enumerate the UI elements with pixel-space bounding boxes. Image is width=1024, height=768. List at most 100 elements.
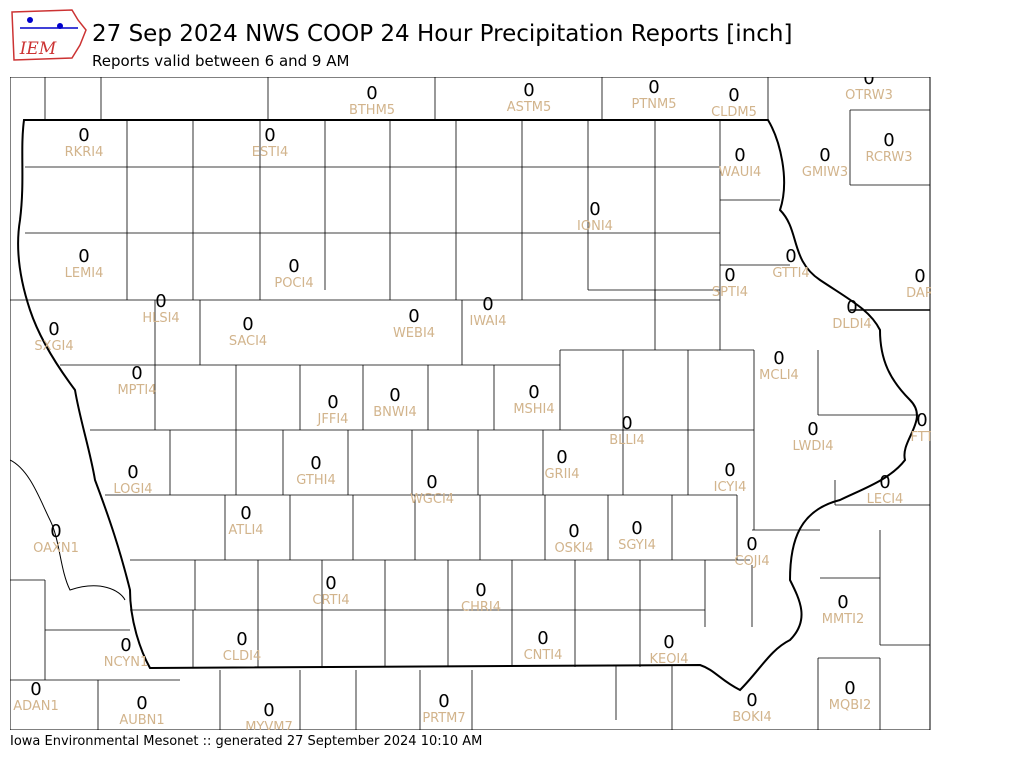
station-id: GRII4 xyxy=(544,467,579,482)
station-id: WAUI4 xyxy=(719,165,762,180)
station-value: 0 xyxy=(837,592,848,613)
station-value: 0 xyxy=(136,693,147,714)
station-id: GTTI4 xyxy=(772,266,809,281)
station-value: 0 xyxy=(438,691,449,712)
station-value: 0 xyxy=(523,80,534,101)
station-id: IONI4 xyxy=(577,219,613,234)
station-id: SACI4 xyxy=(229,334,267,349)
station-value: 0 xyxy=(863,68,874,89)
station-value: 0 xyxy=(325,573,336,594)
station-value: 0 xyxy=(728,85,739,106)
station-id: IWAI4 xyxy=(470,314,507,329)
station-id: LOGI4 xyxy=(113,482,152,497)
station-value: 0 xyxy=(621,413,632,434)
station-id: JFFI4 xyxy=(317,412,349,427)
station-id: CNTI4 xyxy=(524,648,563,663)
station-id: POCI4 xyxy=(274,276,313,291)
station-value: 0 xyxy=(426,472,437,493)
station-value: 0 xyxy=(366,83,377,104)
station-value: 0 xyxy=(734,145,745,166)
station-id: RKRI4 xyxy=(65,145,104,160)
station-value: 0 xyxy=(589,199,600,220)
station-value: 0 xyxy=(242,314,253,335)
station-id: PTNM5 xyxy=(632,97,677,112)
station-id: OTRW3 xyxy=(845,88,893,103)
station-id: MPTI4 xyxy=(117,383,156,398)
station-value: 0 xyxy=(120,635,131,656)
station-id: WGCI4 xyxy=(410,492,454,507)
station-value: 0 xyxy=(724,265,735,286)
station-id: KEOI4 xyxy=(649,652,688,667)
station-value: 0 xyxy=(50,521,61,542)
station-value: 0 xyxy=(916,410,927,431)
station-id: NCYN1 xyxy=(104,655,149,670)
station-id: MCLI4 xyxy=(759,368,799,383)
station-id: SPTI4 xyxy=(712,285,748,300)
station-value: 0 xyxy=(310,453,321,474)
station-id: OSKI4 xyxy=(554,541,593,556)
station-id: MQBI2 xyxy=(829,698,871,713)
station-value: 0 xyxy=(78,246,89,267)
station-value: 0 xyxy=(240,503,251,524)
county-lines xyxy=(10,77,930,730)
station-value: 0 xyxy=(408,306,419,327)
station-value: 0 xyxy=(746,690,757,711)
station-value: 0 xyxy=(327,392,338,413)
station-value: 0 xyxy=(819,145,830,166)
station-value: 0 xyxy=(846,297,857,318)
station-id: CRTI4 xyxy=(312,593,349,608)
station-id: ESTI4 xyxy=(252,145,289,160)
station-id: BNWI4 xyxy=(373,405,417,420)
station-id: COJI4 xyxy=(734,554,769,569)
station-id: MMTI2 xyxy=(822,612,864,627)
station-id: ADAN1 xyxy=(13,699,59,714)
station-value: 0 xyxy=(528,382,539,403)
station-value: 0 xyxy=(236,629,247,650)
station-id: PRTM7 xyxy=(422,711,465,726)
station-value: 0 xyxy=(883,130,894,151)
station-value: 0 xyxy=(879,472,890,493)
station-id: CLDM5 xyxy=(711,105,757,120)
station-id: BTHM5 xyxy=(349,103,395,118)
station-value: 0 xyxy=(264,125,275,146)
station-id: LECI4 xyxy=(867,492,904,507)
river xyxy=(10,459,126,601)
station-id: OAXN1 xyxy=(33,541,79,556)
station-id: BLLI4 xyxy=(609,433,645,448)
station-value: 0 xyxy=(648,77,659,98)
station-id: ICYI4 xyxy=(714,480,747,495)
station-id: SGYI4 xyxy=(618,538,656,553)
station-value: 0 xyxy=(844,678,855,699)
station-id: GTHI4 xyxy=(296,473,335,488)
station-value: 0 xyxy=(48,319,59,340)
station-id: HLSI4 xyxy=(142,311,179,326)
station-value: 0 xyxy=(78,125,89,146)
station-id: ATLI4 xyxy=(228,523,263,538)
state-border xyxy=(17,119,918,692)
station-id: CLDI4 xyxy=(223,649,261,664)
subtitle: Reports valid between 6 and 9 AM xyxy=(92,52,349,70)
station-value: 0 xyxy=(785,246,796,267)
station-id: SXGI4 xyxy=(34,339,73,354)
station-value: 0 xyxy=(30,679,41,700)
station-id: AUBN1 xyxy=(119,713,164,728)
map-frame xyxy=(10,77,931,730)
station-id: FTT xyxy=(911,430,934,445)
station-value: 0 xyxy=(914,266,925,287)
station-value: 0 xyxy=(131,363,142,384)
station-value: 0 xyxy=(263,700,274,721)
station-value: 0 xyxy=(663,632,674,653)
station-id: WEBI4 xyxy=(393,326,435,341)
station-id: RCRW3 xyxy=(865,150,912,165)
footer: Iowa Environmental Mesonet :: generated … xyxy=(10,734,482,749)
station-value: 0 xyxy=(482,294,493,315)
station-value: 0 xyxy=(807,419,818,440)
station-value: 0 xyxy=(389,385,400,406)
station-id: DLDI4 xyxy=(832,317,871,332)
station-value: 0 xyxy=(288,256,299,277)
logo: IEM xyxy=(11,9,87,61)
station-id: CHRI4 xyxy=(461,600,501,615)
